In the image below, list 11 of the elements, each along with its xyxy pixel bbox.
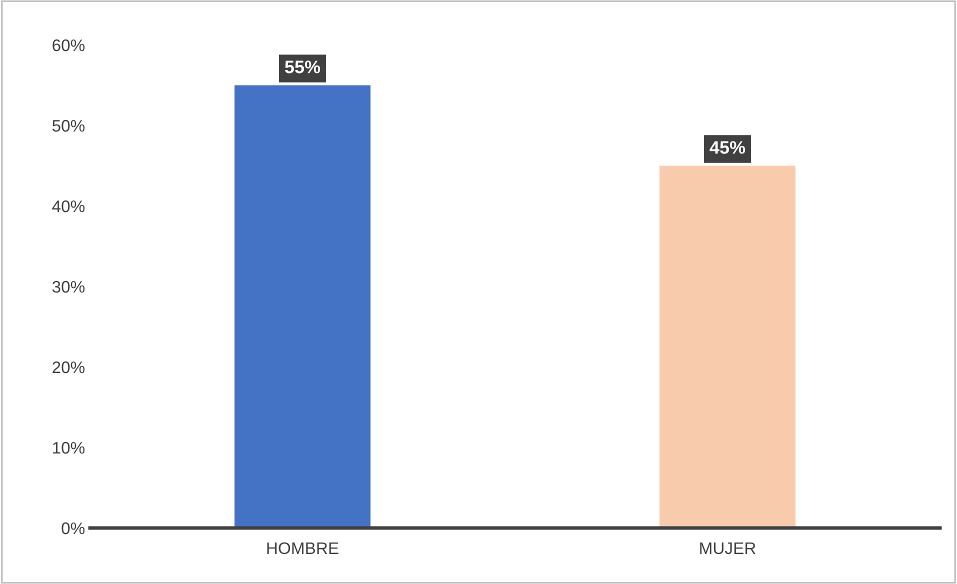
data-label: 55% — [284, 60, 320, 74]
data-label: 45% — [710, 141, 746, 154]
y-tick-label: 40% — [52, 200, 85, 212]
y-tick-label: 50% — [52, 120, 85, 132]
x-tick-label: HOMBRE — [267, 542, 338, 554]
y-tick-label: 60% — [52, 39, 85, 52]
x-tick-label: MUJER — [700, 542, 756, 554]
y-tick-label: 0% — [62, 522, 85, 534]
y-tick-label: 10% — [53, 442, 85, 454]
y-tick-label: 20% — [52, 361, 85, 374]
y-tick-label: 30% — [52, 280, 85, 293]
